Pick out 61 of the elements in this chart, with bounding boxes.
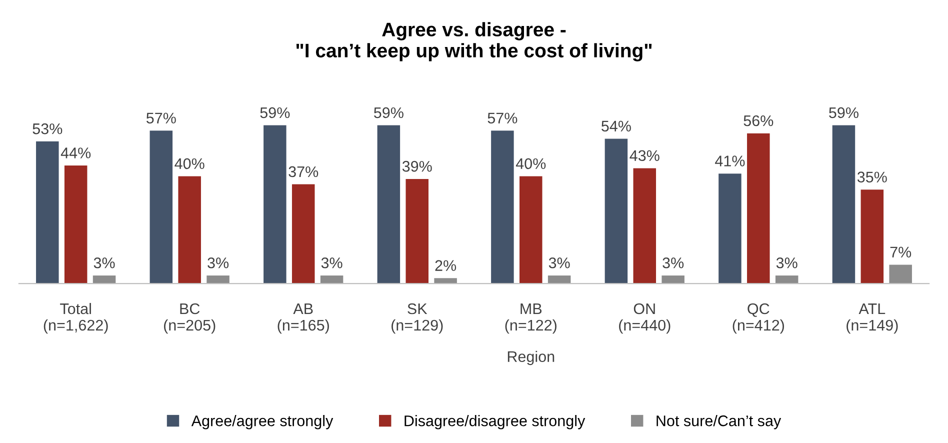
data-label: 3%	[208, 257, 229, 268]
bar	[832, 125, 856, 284]
bar	[377, 125, 400, 284]
data-label: 57%	[488, 112, 518, 124]
bar	[860, 190, 884, 284]
bar	[406, 178, 428, 284]
data-label: 59%	[374, 107, 404, 118]
data-label: 40%	[174, 158, 204, 170]
data-label: 57%	[146, 112, 176, 124]
bar	[491, 130, 514, 284]
x-tick-label: SK (n=129)	[392, 303, 443, 334]
data-label: 37%	[288, 166, 318, 178]
bar	[889, 264, 912, 284]
data-label: 40%	[516, 158, 546, 170]
bar	[718, 174, 742, 284]
data-label: 2%	[435, 260, 456, 271]
x-axis-title: Region	[508, 350, 554, 366]
x-tick-label: MB (n=122)	[505, 304, 556, 334]
data-label: 3%	[662, 257, 684, 268]
data-label: 3%	[94, 257, 115, 268]
bar	[747, 133, 770, 284]
bar	[206, 275, 230, 284]
bar	[520, 176, 542, 284]
legend-label: Agree/agree strongly	[191, 415, 334, 430]
x-tick-label: AB (n=165)	[278, 304, 329, 334]
x-tick-label: ON (n=440)	[619, 303, 670, 334]
data-label: 35%	[857, 172, 887, 182]
bar	[633, 168, 656, 284]
data-label: 3%	[321, 257, 342, 268]
x-tick-label: BC (n=205)	[164, 303, 216, 334]
x-tick-label: Total (n=1,622)	[44, 302, 108, 334]
data-label: 54%	[602, 120, 631, 132]
bar	[264, 125, 286, 284]
data-label: 59%	[260, 107, 290, 118]
data-label: 43%	[630, 150, 660, 162]
data-label: 39%	[402, 160, 432, 172]
data-label: 7%	[890, 246, 912, 258]
bar	[64, 166, 88, 284]
bar	[604, 138, 628, 284]
x-tick-label: ATL (n=149)	[846, 304, 898, 334]
bar	[150, 130, 173, 284]
data-label: 53%	[32, 123, 62, 134]
data-label: 44%	[60, 148, 91, 158]
data-label: 41%	[715, 156, 745, 166]
bar	[662, 275, 684, 284]
chart-title: Agree vs. disagree - "I can’t keep up with the cost of living"	[296, 22, 652, 62]
legend-label: Disagree/disagree strongly	[404, 415, 586, 430]
bar	[320, 275, 344, 284]
bar	[548, 275, 571, 284]
bar	[775, 275, 798, 284]
data-label: 59%	[829, 107, 858, 118]
data-label: 3%	[776, 257, 798, 268]
legend-label: Not sure/Can’t say	[656, 415, 782, 430]
data-label: 56%	[744, 115, 774, 126]
bar	[178, 176, 201, 284]
bar	[36, 141, 59, 284]
bar	[434, 278, 457, 284]
bar	[292, 184, 315, 284]
data-label: 3%	[548, 257, 570, 268]
bar	[92, 275, 116, 284]
x-tick-label: QC (n=412)	[732, 303, 784, 334]
